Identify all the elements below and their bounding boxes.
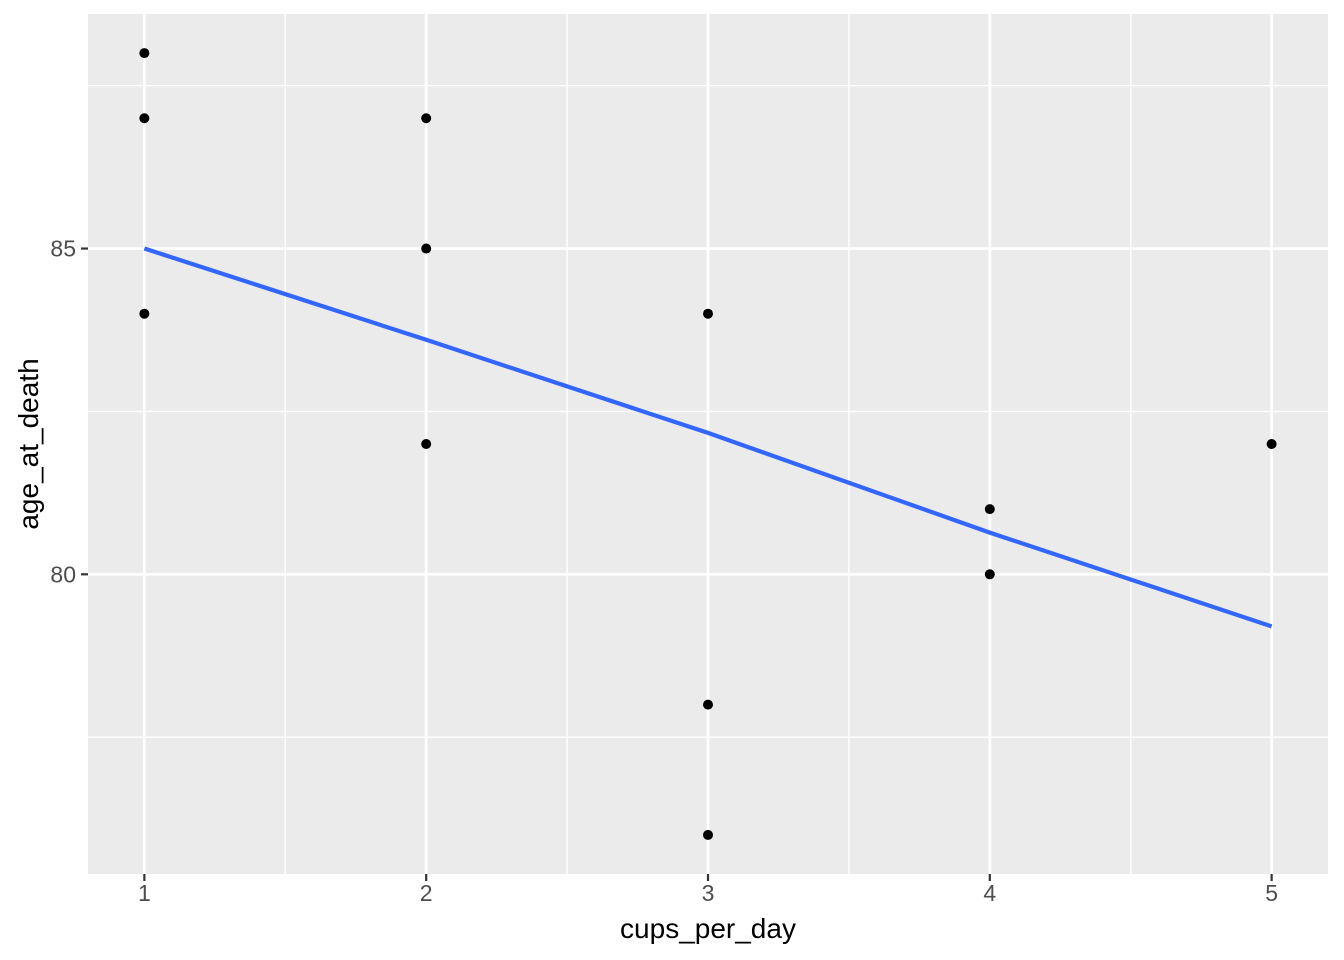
data-point (1266, 439, 1277, 449)
y-tick-label: 85 (50, 236, 76, 262)
x-axis-title: cups_per_day (620, 913, 796, 944)
y-axis-tick-labels: 80 85 (50, 236, 76, 588)
data-point (984, 504, 995, 515)
data-point (421, 439, 432, 449)
x-tick-label: 2 (420, 880, 433, 906)
scatter-points-layer (139, 48, 1277, 840)
data-point (984, 569, 995, 580)
data-point (421, 243, 432, 254)
data-point (139, 308, 150, 319)
major-gridlines (88, 14, 1328, 874)
data-point (703, 829, 713, 840)
y-tick-label: 80 (50, 561, 76, 587)
axis-tick-marks (81, 247, 1273, 881)
regression-line (143, 246, 1273, 629)
data-point (421, 113, 432, 124)
x-tick-label: 4 (983, 880, 996, 906)
data-point (139, 113, 150, 124)
x-tick-label: 1 (138, 880, 151, 906)
x-tick-label: 3 (702, 880, 715, 906)
y-axis-title: age_at_death (13, 358, 44, 529)
data-point (139, 48, 150, 59)
trend-line-layer (143, 246, 1273, 629)
data-point (703, 308, 713, 319)
x-axis-tick-labels: 1 2 3 4 5 (138, 880, 1278, 906)
x-tick-label: 5 (1265, 880, 1278, 906)
data-point (703, 699, 713, 710)
